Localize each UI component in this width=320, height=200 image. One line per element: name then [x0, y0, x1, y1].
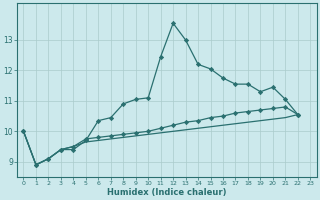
X-axis label: Humidex (Indice chaleur): Humidex (Indice chaleur) [107, 188, 227, 197]
